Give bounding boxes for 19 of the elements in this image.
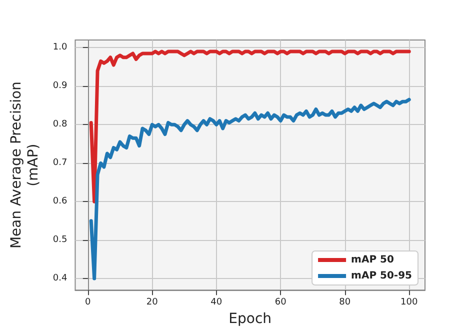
x-tick-label: 60 xyxy=(274,298,287,308)
legend-label: mAP 50-95 xyxy=(351,270,412,282)
x-axis-title: Epoch xyxy=(228,311,272,327)
legend-label: mAP 50 xyxy=(351,254,394,266)
x-tick-label: 100 xyxy=(400,298,418,308)
y-tick-label: 0.8 xyxy=(52,120,68,130)
y-tick-label: 0.4 xyxy=(52,274,68,284)
x-tick-label: 80 xyxy=(339,298,351,308)
x-tick-label: 40 xyxy=(210,298,222,308)
line-series xyxy=(89,50,411,204)
y-tick-label: 1.0 xyxy=(52,42,68,53)
y-tick-label: 0.5 xyxy=(52,235,68,246)
y-tick-label: 0.7 xyxy=(52,158,68,168)
y-tick-label: 0.9 xyxy=(52,81,68,92)
line-series xyxy=(89,98,411,280)
x-tick-label: 0 xyxy=(85,298,92,308)
x-tick-label: 20 xyxy=(146,298,158,308)
y-tick-label: 0.6 xyxy=(52,196,68,207)
y-axis-title: Mean Average Precision (mAP) xyxy=(8,82,42,249)
